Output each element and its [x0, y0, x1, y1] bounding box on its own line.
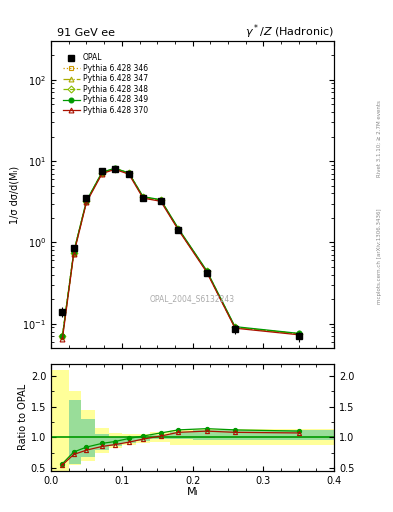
Text: mcplots.cern.ch [arXiv:1306.3436]: mcplots.cern.ch [arXiv:1306.3436] — [377, 208, 382, 304]
Text: Rivet 3.1.10; ≥ 2.7M events: Rivet 3.1.10; ≥ 2.7M events — [377, 100, 382, 177]
Y-axis label: Ratio to OPAL: Ratio to OPAL — [18, 384, 28, 451]
X-axis label: Mₗ: Mₗ — [187, 487, 198, 497]
Text: 91 GeV ee: 91 GeV ee — [57, 28, 115, 37]
Text: $\gamma^*/Z$ (Hadronic): $\gamma^*/Z$ (Hadronic) — [245, 23, 334, 41]
Legend: OPAL, Pythia 6.428 346, Pythia 6.428 347, Pythia 6.428 348, Pythia 6.428 349, Py: OPAL, Pythia 6.428 346, Pythia 6.428 347… — [61, 51, 150, 117]
Y-axis label: 1/σ dσ/d(Mₗ): 1/σ dσ/d(Mₗ) — [9, 165, 20, 224]
Text: OPAL_2004_S6132243: OPAL_2004_S6132243 — [150, 294, 235, 304]
